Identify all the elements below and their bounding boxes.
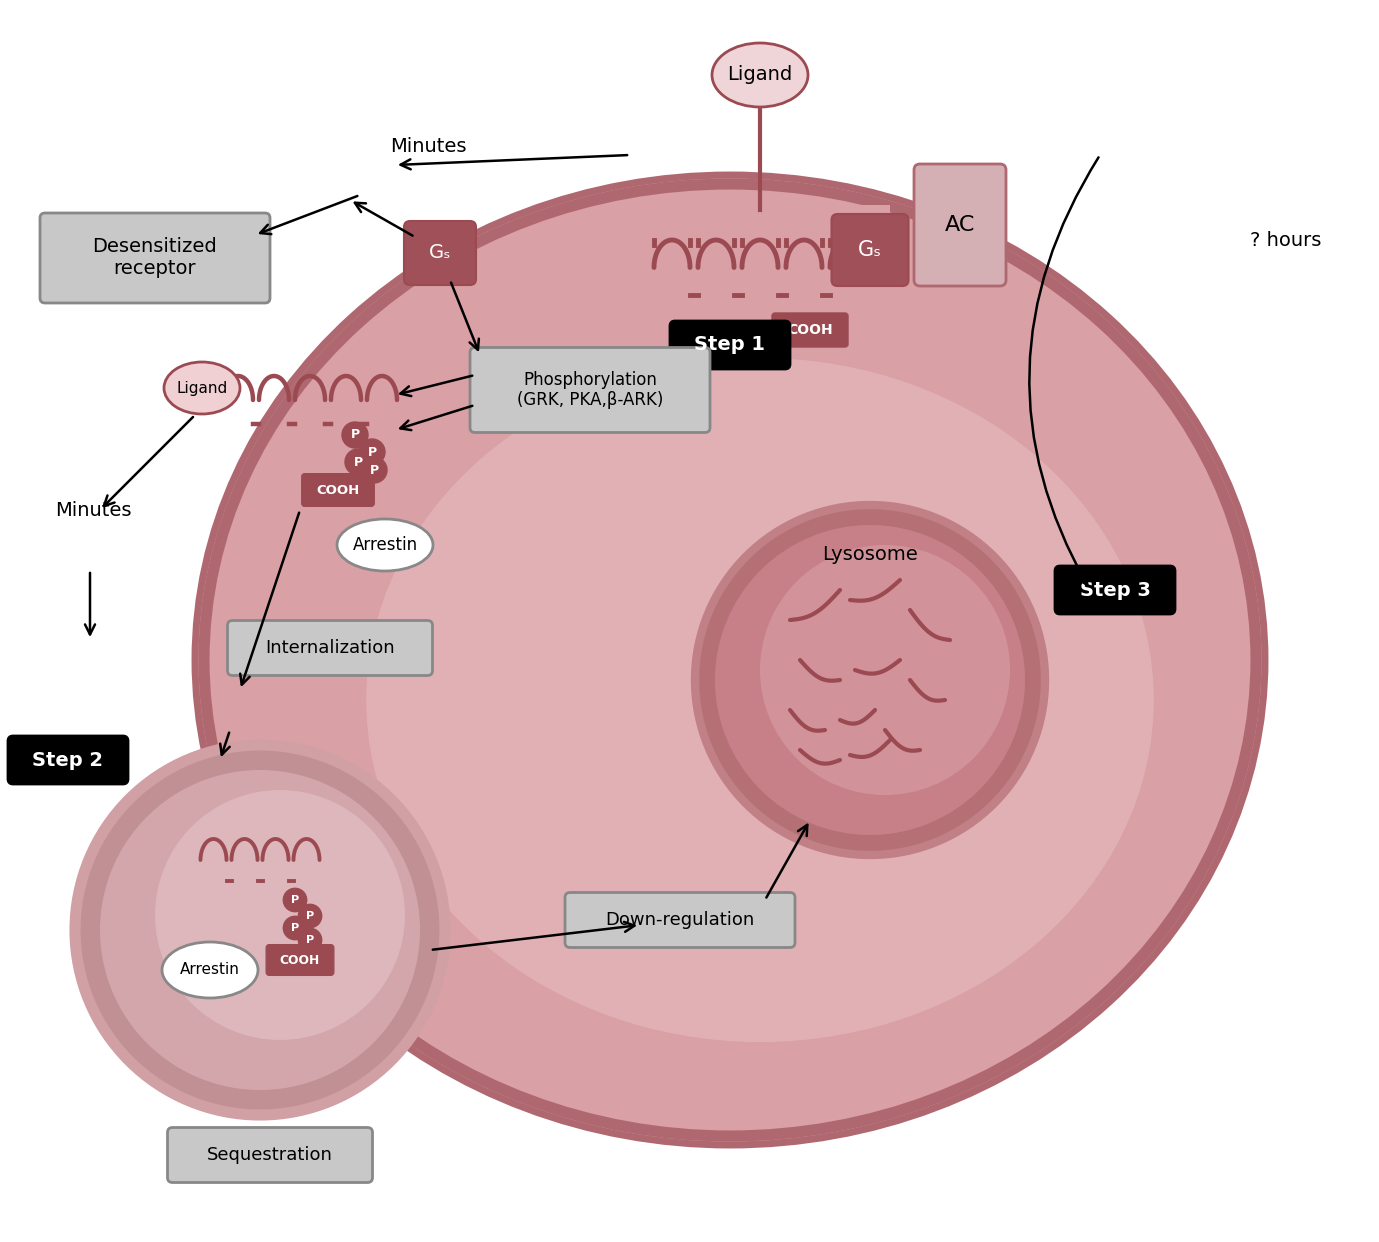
Text: COOH: COOH <box>787 323 833 337</box>
Circle shape <box>345 450 371 474</box>
Text: Down-regulation: Down-regulation <box>605 910 754 929</box>
Text: ? hours: ? hours <box>1249 231 1321 250</box>
Text: P: P <box>306 910 314 922</box>
Text: Ligand: Ligand <box>727 66 793 84</box>
FancyBboxPatch shape <box>40 212 270 303</box>
Text: Ligand: Ligand <box>177 380 228 395</box>
Text: COOH: COOH <box>280 954 320 966</box>
FancyBboxPatch shape <box>621 205 889 330</box>
FancyBboxPatch shape <box>670 320 790 369</box>
Circle shape <box>714 525 1025 835</box>
Text: Gₛ: Gₛ <box>429 243 451 262</box>
Text: Internalization: Internalization <box>265 638 394 657</box>
Text: Phosphorylation
(GRK, PKA,β-ARK): Phosphorylation (GRK, PKA,β-ARK) <box>517 370 663 410</box>
Ellipse shape <box>194 175 1265 1145</box>
Text: Gₛ: Gₛ <box>858 240 883 260</box>
FancyBboxPatch shape <box>167 1128 372 1182</box>
Text: Minutes: Minutes <box>55 501 131 519</box>
Ellipse shape <box>161 941 258 999</box>
Circle shape <box>695 505 1045 854</box>
Circle shape <box>154 790 405 1040</box>
Circle shape <box>74 745 445 1115</box>
FancyBboxPatch shape <box>832 214 909 286</box>
Circle shape <box>298 928 321 951</box>
Text: P: P <box>291 923 299 933</box>
Text: P: P <box>370 463 379 477</box>
Text: Arrestin: Arrestin <box>353 537 418 554</box>
Text: Sequestration: Sequestration <box>207 1146 332 1164</box>
Text: P: P <box>306 935 314 945</box>
FancyBboxPatch shape <box>8 737 128 784</box>
FancyBboxPatch shape <box>404 221 476 284</box>
FancyBboxPatch shape <box>565 893 796 948</box>
Circle shape <box>760 545 1009 795</box>
Circle shape <box>283 888 306 912</box>
Text: Lysosome: Lysosome <box>822 545 918 565</box>
FancyBboxPatch shape <box>470 348 710 432</box>
FancyBboxPatch shape <box>1055 566 1175 614</box>
FancyBboxPatch shape <box>228 621 433 676</box>
Circle shape <box>298 904 321 928</box>
Text: Minutes: Minutes <box>390 138 466 156</box>
Text: P: P <box>350 428 360 441</box>
Ellipse shape <box>164 361 240 414</box>
Ellipse shape <box>712 43 808 107</box>
FancyBboxPatch shape <box>302 473 374 507</box>
Text: P: P <box>353 456 363 468</box>
Circle shape <box>359 438 385 465</box>
Circle shape <box>283 917 306 940</box>
Text: Step 3: Step 3 <box>1080 580 1150 600</box>
Text: P: P <box>367 446 376 458</box>
FancyBboxPatch shape <box>772 313 848 347</box>
FancyBboxPatch shape <box>914 164 1007 286</box>
Text: P: P <box>291 895 299 905</box>
Text: Step 1: Step 1 <box>695 335 765 354</box>
Circle shape <box>342 422 368 448</box>
Ellipse shape <box>367 358 1154 1042</box>
Ellipse shape <box>205 185 1255 1135</box>
Ellipse shape <box>336 519 433 571</box>
Text: Arrestin: Arrestin <box>181 963 240 977</box>
Circle shape <box>361 457 387 483</box>
Circle shape <box>101 770 421 1090</box>
FancyBboxPatch shape <box>266 945 334 975</box>
Text: Desensitized
receptor: Desensitized receptor <box>92 237 218 278</box>
Text: COOH: COOH <box>316 483 360 497</box>
Text: Step 2: Step 2 <box>33 750 103 770</box>
Text: AC: AC <box>945 215 975 235</box>
